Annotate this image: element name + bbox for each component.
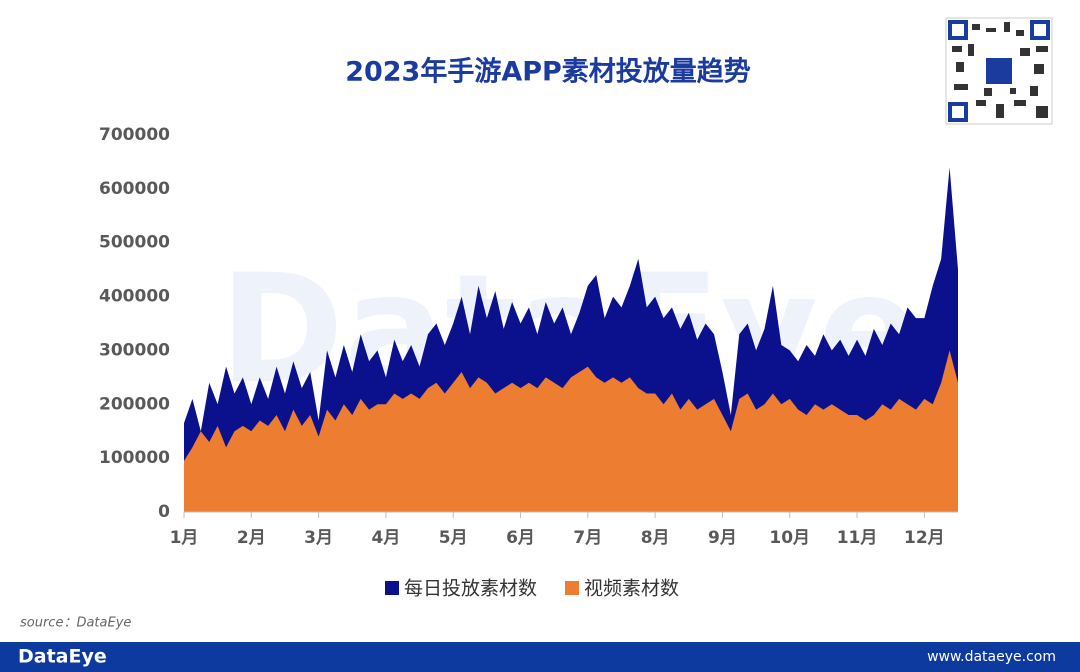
- x-tick-label: 12月: [904, 528, 945, 548]
- y-tick-label: 300000: [99, 340, 170, 360]
- x-tick-label: 11月: [837, 528, 878, 548]
- x-tick-label: 5月: [439, 528, 468, 548]
- x-tick-label: 8月: [641, 528, 670, 548]
- qr-code: [945, 17, 1053, 125]
- footer-bar: [0, 642, 1080, 672]
- x-tick-label: 6月: [506, 528, 535, 548]
- y-tick-label: 0: [158, 502, 170, 522]
- legend-swatch: [565, 581, 579, 595]
- y-tick-label: 400000: [99, 287, 170, 307]
- legend-swatch: [385, 581, 399, 595]
- x-tick-label: 7月: [573, 528, 602, 548]
- footer-brand: DataEye: [18, 646, 107, 668]
- chart-title: 2023年手游APP素材投放量趋势: [345, 56, 751, 88]
- legend: 每日投放素材数 视频素材数: [385, 578, 679, 600]
- area: [184, 350, 958, 512]
- source: source：DataEye: [20, 616, 131, 631]
- x-tick-label: 9月: [708, 528, 737, 548]
- y-tick-label: 100000: [99, 448, 170, 468]
- x-tick-label: 3月: [304, 528, 333, 548]
- legend-label: 视频素材数: [584, 578, 679, 600]
- legend-label: 每日投放素材数: [404, 578, 537, 600]
- x-tick-label: 4月: [371, 528, 400, 548]
- y-tick-label: 700000: [99, 125, 170, 145]
- y-tick-label: 200000: [99, 394, 170, 414]
- x-tick-label: 1月: [170, 528, 199, 548]
- y-tick-label: 500000: [99, 233, 170, 253]
- footer-url: www.dataeye.com: [927, 649, 1056, 665]
- x-tick-label: 2月: [237, 528, 266, 548]
- y-tick-label: 600000: [99, 179, 170, 199]
- x-tick-label: 10月: [769, 528, 810, 548]
